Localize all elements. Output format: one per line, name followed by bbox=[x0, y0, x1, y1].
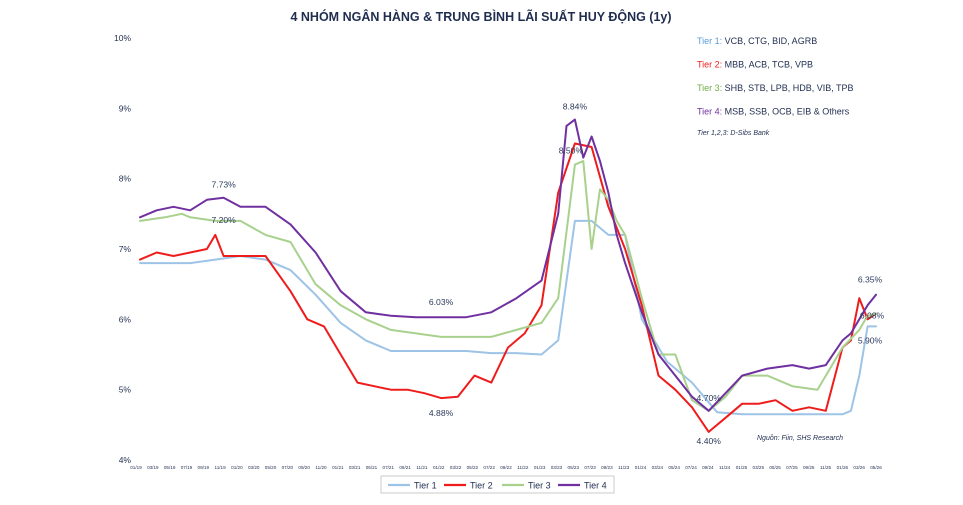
y-tick-label: 4% bbox=[119, 455, 132, 465]
x-tick-label: 09/20 bbox=[298, 465, 310, 470]
x-tick-label: 01/24 bbox=[635, 465, 647, 470]
x-tick-label: 07/24 bbox=[685, 465, 697, 470]
x-tick-label: 01/19 bbox=[130, 465, 142, 470]
x-tick-label: 03/25 bbox=[753, 465, 765, 470]
x-tick-label: 11/24 bbox=[719, 465, 731, 470]
legend-box bbox=[380, 475, 615, 494]
x-tick-label: 07/25 bbox=[786, 465, 798, 470]
x-tick-label: 11/20 bbox=[315, 465, 327, 470]
y-tick-label: 5% bbox=[119, 385, 132, 395]
data-label: 8.50% bbox=[559, 146, 584, 156]
series-line-tier-3 bbox=[139, 160, 877, 412]
x-tick-label: 07/20 bbox=[282, 465, 294, 470]
x-tick-label: 05/19 bbox=[164, 465, 176, 470]
x-tick-label: 05/25 bbox=[769, 465, 781, 470]
x-tick-label: 03/24 bbox=[652, 465, 664, 470]
x-tick-label: 07/23 bbox=[584, 465, 596, 470]
x-tick-label: 07/21 bbox=[383, 465, 395, 470]
chart-title: 4 NHÓM NGÂN HÀNG & TRUNG BÌNH LÃI SUẤT H… bbox=[290, 9, 671, 24]
legend-label: Tier 2 bbox=[470, 481, 493, 491]
x-tick-label: 03/23 bbox=[551, 465, 563, 470]
y-tick-label: 6% bbox=[119, 314, 132, 324]
series-lines bbox=[139, 118, 877, 433]
data-label: 5.90% bbox=[858, 335, 883, 345]
data-label: 4.40% bbox=[697, 436, 722, 446]
x-tick-label: 09/19 bbox=[198, 465, 210, 470]
legend-label: Tier 3 bbox=[528, 481, 551, 491]
x-tick-label: 11/25 bbox=[820, 465, 832, 470]
dsib-note: Tier 1,2,3: D-Sibs Bank bbox=[697, 130, 770, 137]
data-label: 7.73% bbox=[211, 180, 236, 190]
x-tick-label: 11/19 bbox=[215, 465, 227, 470]
tier-note: Tier 4: MSB, SSB, OCB, EIB & Others bbox=[697, 107, 850, 117]
x-tick-label: 03/26 bbox=[853, 465, 865, 470]
data-label: 6.03% bbox=[429, 297, 454, 307]
x-tick-label: 03/20 bbox=[248, 465, 260, 470]
x-tick-label: 05/20 bbox=[265, 465, 277, 470]
series-line-tier-2 bbox=[139, 142, 877, 433]
x-tick-label: 07/22 bbox=[483, 465, 495, 470]
source-note: Nguồn: Fiin, SHS Research bbox=[757, 433, 843, 442]
x-tick-label: 01/26 bbox=[837, 465, 849, 470]
series-line-tier-1 bbox=[139, 219, 877, 416]
x-tick-label: 11/23 bbox=[618, 465, 630, 470]
x-tick-label: 05/21 bbox=[366, 465, 378, 470]
data-label: 4.88% bbox=[429, 408, 454, 418]
x-tick-label: 05/24 bbox=[668, 465, 680, 470]
x-tick-label: 11/21 bbox=[416, 465, 428, 470]
x-tick-label: 01/23 bbox=[534, 465, 546, 470]
tier-note: Tier 1: VCB, CTG, BID, AGRB bbox=[697, 36, 817, 46]
y-tick-label: 7% bbox=[119, 244, 132, 254]
y-tick-label: 10% bbox=[114, 33, 131, 43]
series-line-tier-4 bbox=[139, 118, 877, 412]
y-tick-label: 9% bbox=[119, 103, 132, 113]
data-label: 4.70% bbox=[697, 393, 722, 403]
data-label: 6.08% bbox=[860, 311, 885, 321]
x-axis-ticks: 01/19 03/19 05/19 07/19 09/19 11/19 01/20 03/20… bbox=[130, 465, 882, 470]
x-tick-label: 09/21 bbox=[399, 465, 411, 470]
data-label: 6.35% bbox=[858, 275, 883, 285]
x-tick-label: 11/22 bbox=[517, 465, 529, 470]
x-tick-label: 01/20 bbox=[231, 465, 243, 470]
x-tick-label: 03/21 bbox=[349, 465, 361, 470]
x-tick-label: 05/22 bbox=[467, 465, 479, 470]
x-tick-label: 09/25 bbox=[803, 465, 815, 470]
legend: Tier 1 Tier 2 Tier 3 Tier 4 bbox=[380, 475, 615, 494]
x-tick-label: 01/22 bbox=[433, 465, 445, 470]
x-tick-label: 03/22 bbox=[450, 465, 462, 470]
tier-note: Tier 2: MBB, ACB, TCB, VPB bbox=[697, 60, 813, 70]
x-tick-label: 03/19 bbox=[147, 465, 159, 470]
tier-notes: Tier 1: VCB, CTG, BID, AGRB Tier 2: MBB, … bbox=[697, 36, 854, 117]
data-label: 7.20% bbox=[211, 215, 236, 225]
x-tick-label: 01/21 bbox=[332, 465, 344, 470]
x-tick-label: 07/19 bbox=[181, 465, 193, 470]
data-annotations: 7.73% 7.20% 6.03% 4.88% 8.84% 8.50% 4.70% 4.40%… bbox=[211, 102, 884, 446]
data-label: 8.84% bbox=[563, 102, 588, 112]
tier-note: Tier 3: SHB, STB, LPB, HDB, VIB, TPB bbox=[697, 83, 854, 93]
legend-label: Tier 4 bbox=[584, 481, 607, 491]
x-tick-label: 05/23 bbox=[568, 465, 580, 470]
y-axis-ticks: 10% 9% 8% 7% 6% 5% 4% bbox=[114, 33, 131, 465]
y-tick-label: 8% bbox=[119, 174, 132, 184]
x-tick-label: 09/24 bbox=[702, 465, 714, 470]
x-tick-label: 09/22 bbox=[500, 465, 512, 470]
x-tick-label: 05/26 bbox=[870, 465, 882, 470]
x-tick-label: 01/25 bbox=[736, 465, 748, 470]
legend-label: Tier 1 bbox=[414, 481, 437, 491]
x-tick-label: 09/23 bbox=[601, 465, 613, 470]
